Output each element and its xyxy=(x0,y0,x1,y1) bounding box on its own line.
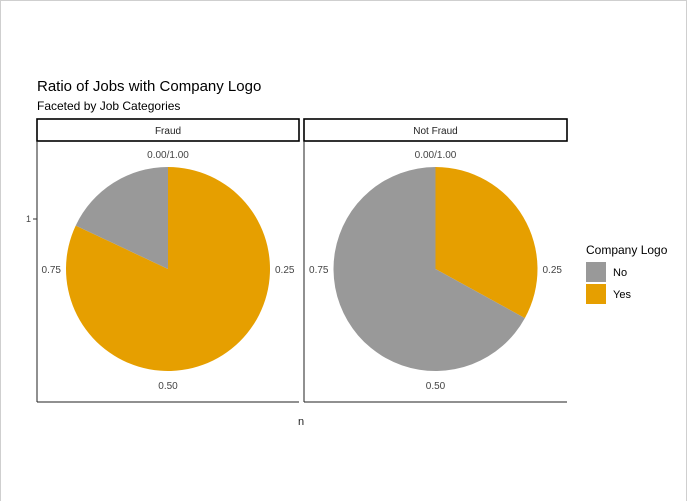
facet-not-fraud: Not Fraud 0.00/1.00 0.25 0.50 0.75 xyxy=(303,118,568,403)
angle-tick-label: 0.50 xyxy=(158,381,178,392)
x-axis-label: n xyxy=(298,416,304,428)
angle-tick-label: 0.25 xyxy=(275,265,295,276)
legend: Company Logo No Yes xyxy=(586,243,668,304)
angle-tick-label: 0.75 xyxy=(309,265,329,276)
angle-tick-label: 0.00/1.00 xyxy=(147,150,189,161)
pie-slice-yes xyxy=(66,167,271,372)
facet-strip-label: Not Fraud xyxy=(413,126,457,137)
angle-tick-label: 0.00/1.00 xyxy=(415,150,457,161)
pie-slice-yes xyxy=(435,167,538,319)
legend-label-yes: Yes xyxy=(613,289,631,301)
angle-tick-label: 0.50 xyxy=(426,381,446,392)
pie-slice-no xyxy=(75,167,168,269)
legend-swatch-no xyxy=(586,262,606,282)
facet-fraud: Fraud 0.00/1.00 0.25 0.50 0.75 xyxy=(36,118,300,403)
facet-strip xyxy=(303,118,568,142)
chart-subtitle: Faceted by Job Categories xyxy=(37,99,180,113)
y-tick-label: 1 xyxy=(26,214,31,224)
angle-tick-label: 0.25 xyxy=(543,265,563,276)
legend-title: Company Logo xyxy=(586,243,668,257)
facet-strip-label: Fraud xyxy=(155,126,181,137)
chart-title: Ratio of Jobs with Company Logo xyxy=(37,78,261,95)
facet-strip xyxy=(36,118,300,142)
angle-tick-label: 0.75 xyxy=(42,265,62,276)
legend-label-no: No xyxy=(613,267,627,279)
pie-slice-no xyxy=(333,167,525,371)
legend-swatch-yes xyxy=(586,284,606,304)
